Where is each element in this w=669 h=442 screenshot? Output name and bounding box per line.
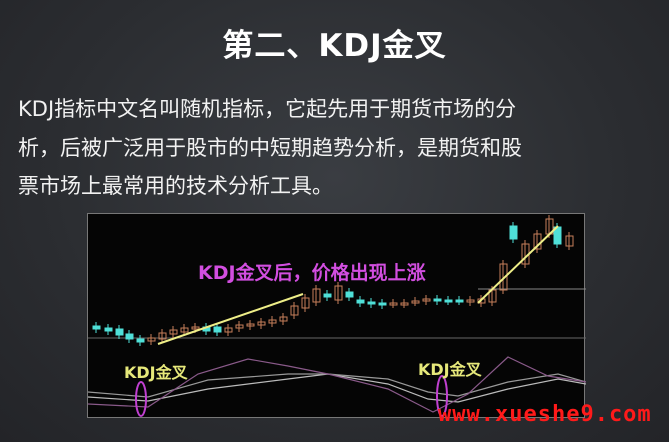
candle <box>433 298 442 302</box>
candle <box>323 293 332 298</box>
watermark: www.xueshe9.com <box>438 402 652 427</box>
paragraph-line: 析，后被广泛用于股市的中短期趋势分析，是期货和股 <box>18 135 522 160</box>
candle <box>389 302 398 306</box>
candle <box>455 299 464 303</box>
candle <box>466 299 475 303</box>
candle <box>125 333 134 340</box>
kdj-chart-image: KDJ金叉后，价格出现上涨 KDJ金叉 KDJ金叉 <box>87 213 586 418</box>
candle <box>180 327 189 333</box>
kdj-line <box>88 373 586 398</box>
candle <box>378 302 387 306</box>
trend-arrow-1 <box>157 293 304 345</box>
paragraph-line: 票市场上最常用的技术分析工具。 <box>18 174 333 198</box>
candle <box>444 299 453 303</box>
candle <box>213 326 222 333</box>
candle <box>301 297 310 309</box>
candle <box>565 235 574 247</box>
candle <box>224 327 233 333</box>
price-rise-annotation: KDJ金叉后，价格出现上涨 <box>198 262 426 284</box>
candle <box>345 291 354 298</box>
candle <box>367 301 376 305</box>
candle <box>279 316 288 322</box>
candle <box>158 332 167 340</box>
candle <box>246 323 255 327</box>
candle <box>191 326 200 330</box>
candle <box>422 298 431 302</box>
golden-cross-marker-1 <box>135 381 147 417</box>
paragraph-line: KDJ指标中文名叫随机指标，它起先用于期货市场的分 <box>18 97 517 121</box>
candle <box>509 225 518 240</box>
candle <box>169 329 178 335</box>
candle <box>104 327 113 332</box>
kdj-line <box>88 373 586 403</box>
description-paragraph: KDJ指标中文名叫随机指标，它起先用于期货市场的分 析，后被广泛用于股市的中短期… <box>18 90 658 206</box>
candle <box>136 338 145 343</box>
candle <box>312 288 321 303</box>
candle <box>115 328 124 336</box>
trend-arrow-2 <box>477 225 559 304</box>
kdj-line <box>88 356 586 413</box>
candle <box>268 319 277 324</box>
golden-cross-label-1: KDJ金叉 <box>124 363 188 382</box>
candle <box>499 263 508 291</box>
golden-cross-marker-2 <box>436 375 448 417</box>
candle <box>92 325 101 330</box>
golden-cross-label-2: KDJ金叉 <box>418 360 482 379</box>
candle <box>257 321 266 326</box>
candle <box>400 302 409 306</box>
slide-title: 第二、KDJ金叉 <box>222 28 447 64</box>
candle <box>147 337 156 342</box>
candlestick-chart <box>88 215 586 417</box>
candle <box>411 300 420 304</box>
candle <box>356 299 365 304</box>
candle <box>334 285 343 301</box>
candle <box>290 305 299 316</box>
candle <box>235 324 244 329</box>
